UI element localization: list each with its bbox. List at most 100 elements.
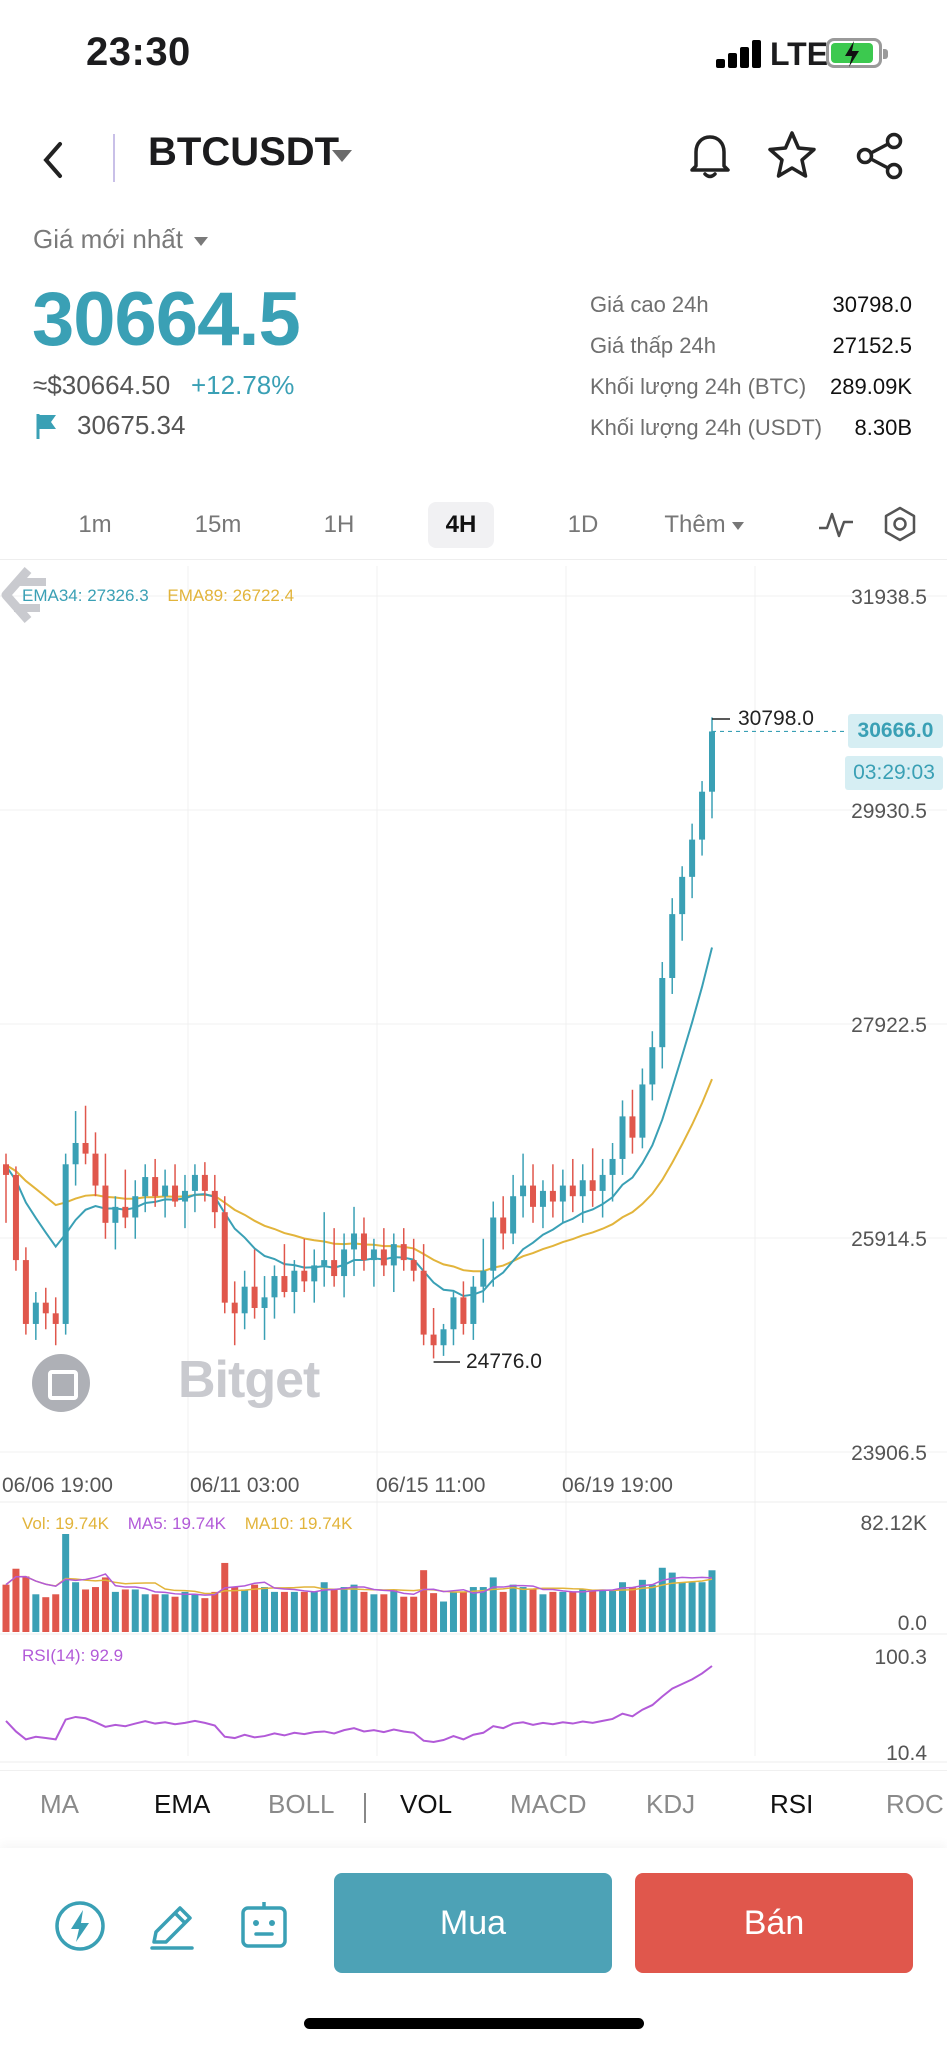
candle-body: [370, 1249, 377, 1261]
candle-body: [430, 1334, 437, 1346]
volume-bar: [251, 1584, 259, 1632]
chart-settings-icon[interactable]: [880, 504, 920, 544]
timeframe-4h[interactable]: 4H: [428, 502, 494, 548]
draw-pencil-icon[interactable]: [144, 1898, 200, 1954]
candle-body: [331, 1260, 338, 1277]
indicator-kdj[interactable]: KDJ: [646, 1789, 696, 1819]
candle-body: [42, 1302, 49, 1314]
status-time: 23:30: [86, 30, 191, 74]
volume-legend: Vol: 19.74K MA5: 19.74K MA10: 19.74K: [22, 1514, 352, 1534]
volume-bar: [589, 1589, 597, 1632]
indicator-roc[interactable]: ROC: [886, 1789, 944, 1819]
ema-legend: EMA34: 27326.3 EMA89: 26722.4: [22, 586, 294, 606]
status-bar: 23:30 LTE: [0, 0, 947, 110]
volume-bar: [211, 1591, 219, 1632]
candle-body: [669, 914, 676, 978]
indicator-boll[interactable]: BOLL: [268, 1789, 335, 1819]
lightning-icon[interactable]: [52, 1898, 108, 1954]
candle-body: [211, 1190, 218, 1213]
candle-body: [82, 1142, 89, 1154]
home-indicator: [304, 2018, 644, 2029]
indicator-rsi[interactable]: RSI: [770, 1789, 814, 1819]
timeframe-15m[interactable]: 15m: [194, 511, 242, 538]
mark-price: 30675.34: [77, 410, 186, 440]
latest-price-selector[interactable]: Giá mới nhất: [33, 224, 183, 254]
candle-body: [132, 1196, 139, 1218]
candle-body: [221, 1212, 228, 1303]
candle-body: [490, 1217, 497, 1271]
star-icon[interactable]: [762, 126, 822, 186]
candle-body: [460, 1297, 467, 1324]
timeframe-1h[interactable]: 1H: [323, 511, 355, 538]
indicator-ma[interactable]: MA: [40, 1789, 79, 1819]
volume-bar: [619, 1582, 627, 1632]
candle-body: [609, 1158, 616, 1175]
stat-low-24h: Giá thấp 24h 27152.5: [590, 333, 912, 369]
caret-down-icon[interactable]: [332, 150, 352, 162]
timeframe-1m[interactable]: 1m: [78, 511, 112, 538]
indicator-macd[interactable]: MACD: [510, 1789, 587, 1819]
volume-bar: [32, 1594, 40, 1632]
candlestick-chart[interactable]: [0, 566, 947, 1766]
candle-body: [599, 1174, 606, 1191]
bell-icon[interactable]: [680, 126, 740, 186]
current-price-tag: 30666.0: [848, 714, 943, 748]
trading-pair-selector[interactable]: BTCUSDT: [148, 130, 340, 174]
bottom-action-bar: Mua Bán: [0, 1848, 947, 2048]
stat-value: 289.09K: [830, 374, 912, 399]
volume-bar: [648, 1584, 656, 1632]
candle-body: [549, 1190, 556, 1202]
candle-body: [122, 1206, 129, 1218]
candle-body: [589, 1180, 596, 1191]
indicator-vol[interactable]: VOL: [400, 1789, 453, 1819]
indicator-icon[interactable]: [816, 504, 856, 544]
candle-body: [172, 1185, 179, 1202]
volume-bar: [469, 1587, 477, 1632]
back-icon[interactable]: [30, 130, 80, 190]
candle-body: [152, 1177, 159, 1197]
volume-bar: [340, 1587, 348, 1632]
rsi-max: 100.3: [874, 1646, 927, 1669]
candle-body: [271, 1276, 278, 1298]
volume-bar: [559, 1591, 567, 1632]
candle-body: [569, 1185, 576, 1197]
share-icon[interactable]: [850, 126, 910, 186]
volume-bar: [479, 1587, 487, 1632]
indicator-divider: [364, 1793, 366, 1823]
timeframe-more[interactable]: Thêm: [654, 502, 754, 548]
candle-body: [559, 1185, 566, 1202]
candle-body: [142, 1177, 149, 1197]
volume-bar: [658, 1567, 666, 1632]
trading-bot-icon[interactable]: [236, 1898, 292, 1954]
rsi-line: [5, 1665, 713, 1744]
bitget-arrow-icon: [1, 567, 46, 623]
ema89-label: EMA89: 26722.4: [167, 586, 295, 605]
x-tick: 06/15 11:00: [376, 1474, 486, 1497]
volume-bar: [22, 1576, 30, 1632]
volume-bar: [231, 1587, 239, 1632]
sell-button[interactable]: Bán: [635, 1873, 913, 1973]
volume-bar: [2, 1584, 10, 1632]
y-tick: 23906.5: [851, 1442, 927, 1465]
chart-area[interactable]: EMA34: 27326.3 EMA89: 26722.4 31938.5 29…: [0, 566, 947, 1766]
candle-body: [619, 1116, 626, 1159]
volume-bar: [171, 1596, 179, 1632]
candle-body: [162, 1185, 169, 1197]
ma5-line: [5, 1573, 713, 1596]
ma10-label: MA10: 19.74K: [244, 1514, 353, 1533]
stat-label: Khối lượng 24h (BTC): [590, 374, 807, 399]
timeframe-1d[interactable]: 1D: [567, 511, 599, 538]
candle-body: [191, 1174, 198, 1191]
buy-button[interactable]: Mua: [334, 1873, 612, 1973]
ema34-label: EMA34: 27326.3: [22, 586, 149, 605]
caret-down-icon[interactable]: [194, 237, 208, 246]
volume-bar: [529, 1589, 537, 1632]
candle-body: [420, 1270, 427, 1335]
price-summary: Giá mới nhất 30664.5 ≈$30664.50 +12.78% …: [0, 220, 947, 470]
stat-label: Khối lượng 24h (USDT): [590, 415, 823, 440]
volume-max: 82.12K: [860, 1512, 927, 1535]
candle-body: [241, 1286, 248, 1314]
candle-body: [470, 1286, 477, 1324]
indicator-ema[interactable]: EMA: [154, 1789, 211, 1819]
candle-body: [311, 1265, 318, 1282]
